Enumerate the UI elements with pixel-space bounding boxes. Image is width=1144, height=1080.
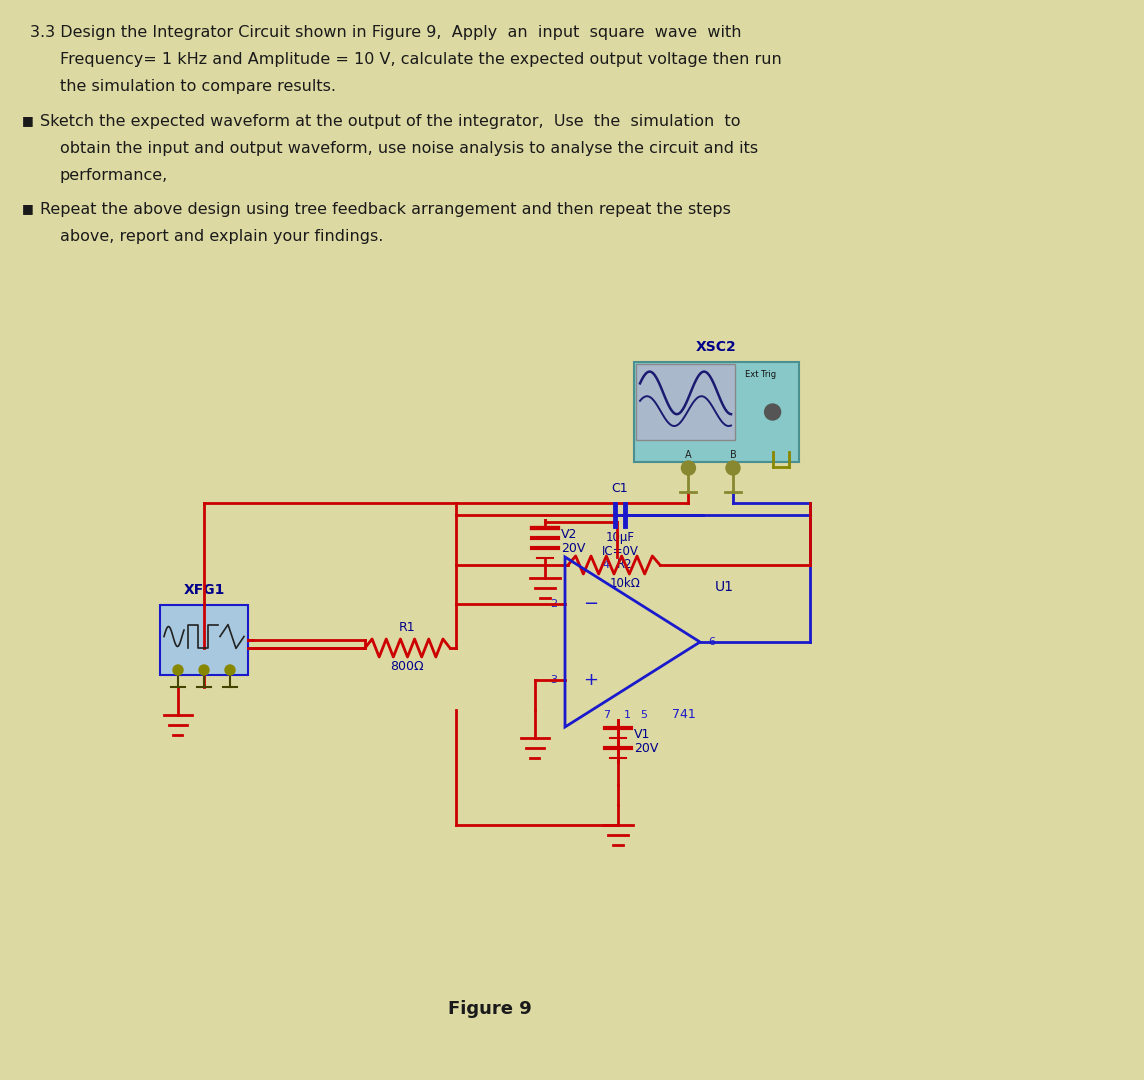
- Text: 1: 1: [623, 710, 630, 720]
- Circle shape: [199, 665, 209, 675]
- Text: B: B: [730, 450, 737, 460]
- Text: above, report and explain your findings.: above, report and explain your findings.: [59, 229, 383, 244]
- Text: C1: C1: [612, 482, 628, 495]
- Text: +: +: [583, 671, 598, 689]
- Text: 3.3 Design the Integrator Circuit shown in Figure 9,  Apply  an  input  square  : 3.3 Design the Integrator Circuit shown …: [30, 25, 741, 40]
- Text: 7: 7: [603, 710, 611, 720]
- Circle shape: [682, 461, 696, 475]
- Text: R2: R2: [617, 558, 633, 571]
- Text: V2: V2: [561, 527, 578, 540]
- Text: Repeat the above design using tree feedback arrangement and then repeat the step: Repeat the above design using tree feedb…: [40, 202, 731, 217]
- Text: 10μF: 10μF: [605, 531, 635, 544]
- Text: 2: 2: [550, 599, 557, 609]
- Text: Frequency= 1 kHz and Amplitude = 10 V, calculate the expected output voltage the: Frequency= 1 kHz and Amplitude = 10 V, c…: [59, 52, 781, 67]
- Text: −: −: [583, 595, 598, 613]
- Circle shape: [225, 665, 235, 675]
- Text: XSC2: XSC2: [697, 340, 737, 354]
- Text: 4: 4: [603, 561, 610, 570]
- Text: 5: 5: [641, 710, 648, 720]
- Text: the simulation to compare results.: the simulation to compare results.: [59, 79, 336, 94]
- Text: 741: 741: [672, 708, 696, 721]
- Text: V1: V1: [634, 728, 651, 741]
- Text: 20V: 20V: [634, 742, 659, 755]
- Text: R1: R1: [399, 621, 415, 634]
- Circle shape: [764, 404, 780, 420]
- Text: Ext Trig: Ext Trig: [745, 370, 776, 379]
- Text: performance,: performance,: [59, 168, 168, 183]
- Text: 20V: 20V: [561, 541, 586, 554]
- Text: obtain the input and output waveform, use noise analysis to analyse the circuit : obtain the input and output waveform, us…: [59, 141, 758, 156]
- Text: A: A: [685, 450, 692, 460]
- Text: ■: ■: [22, 114, 34, 127]
- Circle shape: [173, 665, 183, 675]
- Text: Figure 9: Figure 9: [448, 1000, 532, 1018]
- Bar: [160, 605, 248, 675]
- Bar: [636, 364, 734, 440]
- Circle shape: [726, 461, 740, 475]
- Text: 6: 6: [708, 637, 715, 647]
- Text: Sketch the expected waveform at the output of the integrator,  Use  the  simulat: Sketch the expected waveform at the outp…: [40, 114, 740, 129]
- Text: 3: 3: [550, 675, 557, 685]
- Text: U1: U1: [715, 580, 734, 594]
- Text: ■: ■: [22, 202, 34, 215]
- Text: IC=0V: IC=0V: [602, 545, 638, 558]
- Text: XFG1: XFG1: [183, 583, 224, 597]
- Bar: [634, 362, 799, 462]
- Text: 10kΩ: 10kΩ: [610, 577, 641, 590]
- Text: 800Ω: 800Ω: [390, 660, 423, 673]
